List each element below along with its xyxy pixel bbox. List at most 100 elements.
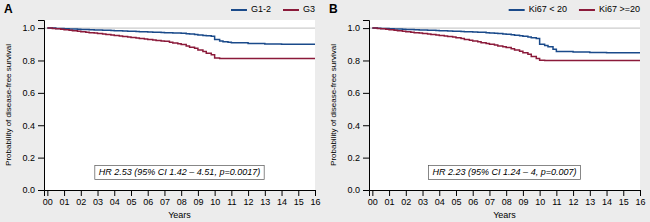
- y-axis-tick-mark: [38, 28, 44, 29]
- legend-item: G3: [283, 4, 315, 14]
- y-axis-tick-mark: [363, 28, 369, 29]
- y-axis-tick: 0.0: [347, 185, 369, 195]
- x-axis-tick-label: 06: [468, 197, 478, 207]
- x-axis-tick-label: 02: [76, 197, 86, 207]
- x-axis-tick-mark: [64, 190, 65, 196]
- y-axis-tick: 1.0: [347, 23, 369, 33]
- y-axis-tick-label: 1.0: [347, 23, 360, 33]
- x-axis-tick: 14: [602, 190, 612, 207]
- x-axis-tick-mark: [372, 190, 373, 196]
- x-axis-tick: 09: [193, 190, 203, 207]
- annotation-box: [95, 165, 264, 179]
- x-axis-tick-mark: [423, 190, 424, 196]
- panel-label: B: [329, 2, 338, 16]
- annotation-text: HR 2.23 (95% CI 1.24 – 4, p=0.007): [433, 167, 577, 177]
- y-axis-tick-label: 0.4: [347, 121, 360, 131]
- x-axis-tick-mark: [607, 190, 608, 196]
- figure: 00 01 02 03 04 05 06 07 08 09 10 11 12 13 14 15 16 0.0 0.2…: [0, 0, 650, 222]
- x-axis-tick-mark: [231, 190, 232, 196]
- x-axis-tick-mark: [131, 190, 132, 196]
- x-axis-tick-mark: [489, 190, 490, 196]
- x-axis-tick-label: 13: [585, 197, 595, 207]
- x-axis-tick-mark: [556, 190, 557, 196]
- x-axis-line: [370, 191, 641, 197]
- y-axis-title: Probability of disease-free survival: [329, 44, 338, 166]
- x-axis-tick: 03: [93, 190, 103, 207]
- x-axis-tick-mark: [215, 190, 216, 196]
- x-axis-tick-label: 09: [193, 197, 203, 207]
- y-axis-tick: 0.8: [347, 56, 369, 66]
- y-axis-tick-label: 0.8: [347, 56, 360, 66]
- x-axis-tick-label: 00: [368, 197, 378, 207]
- x-axis-tick: 06: [143, 190, 153, 207]
- x-axis-tick: 15: [294, 190, 304, 207]
- x-axis-tick-label: 10: [535, 197, 545, 207]
- x-axis-tick-mark: [47, 190, 48, 196]
- x-axis-tick-label: 01: [385, 197, 395, 207]
- x-axis-title: Years: [168, 210, 191, 220]
- survival-curve: [47, 28, 315, 58]
- y-axis-tick-mark: [38, 60, 44, 61]
- legend-label: G1-2: [251, 4, 271, 14]
- y-axis-tick: 0.6: [347, 88, 369, 98]
- x-axis-tick: 05: [126, 190, 136, 207]
- y-axis-tick: 0.4: [347, 121, 369, 131]
- legend: Ki67 < 20 Ki67 >=20: [509, 4, 640, 14]
- y-axis-tick-mark: [38, 93, 44, 94]
- x-axis-tick-mark: [439, 190, 440, 196]
- x-axis-tick: 11: [227, 190, 236, 207]
- y-axis-tick-mark: [363, 190, 369, 191]
- x-axis-tick-label: 04: [435, 197, 445, 207]
- x-axis-tick-mark: [315, 190, 316, 196]
- x-axis-tick: 14: [277, 190, 287, 207]
- x-axis-tick-mark: [573, 190, 574, 196]
- y-axis-tick-label: 0.2: [22, 153, 35, 163]
- y-axis: 0.00.20.40.60.81.0: [22, 21, 44, 196]
- x-axis-tick-label: 07: [485, 197, 495, 207]
- y-axis-line: [363, 21, 370, 191]
- y-axis-tick-label: 0.2: [347, 153, 360, 163]
- marks: [369, 28, 640, 60]
- marks: [44, 28, 315, 58]
- y-axis-tick-label: 0.6: [347, 88, 360, 98]
- panel: 00010203040506070809101112131415160.00.2…: [329, 2, 646, 220]
- x-axis-tick: 01: [60, 190, 70, 207]
- x-axis-tick-label: 08: [177, 197, 187, 207]
- x-axis-tick: 02: [401, 190, 411, 207]
- x-axis: 0001020304050607080910111213141516: [368, 190, 646, 207]
- x-axis-tick: 12: [569, 190, 579, 207]
- y-axis-tick-mark: [363, 158, 369, 159]
- legend-swatch: [509, 9, 525, 11]
- x-axis-tick-label: 05: [126, 197, 136, 207]
- y-axis-title: Probability of disease-free survival: [4, 44, 13, 166]
- y-axis-tick: 0.8: [22, 56, 44, 66]
- x-axis-tick-label: 08: [502, 197, 512, 207]
- plot: 00010203040506070809101112131415160.00.2…: [22, 20, 320, 220]
- x-axis-tick: 15: [619, 190, 629, 207]
- x-axis-tick-label: 11: [227, 197, 236, 207]
- y-axis-tick: 0.4: [22, 121, 44, 131]
- x-axis-tick-mark: [148, 190, 149, 196]
- x-axis-tick-label: 15: [619, 197, 629, 207]
- x-axis-tick-label: 12: [569, 197, 579, 207]
- x-axis-tick: 00: [43, 190, 53, 207]
- legend-label: Ki67 < 20: [529, 4, 567, 14]
- y-axis-tick: 0.0: [22, 185, 44, 195]
- x-axis-tick: 08: [177, 190, 187, 207]
- x-axis-tick-label: 16: [635, 197, 645, 207]
- x-axis-tick-label: 13: [260, 197, 270, 207]
- legend-label: G3: [303, 4, 315, 14]
- x-axis-tick-mark: [506, 190, 507, 196]
- y-axis-tick-label: 0.8: [22, 56, 35, 66]
- legend-item: Ki67 >=20: [579, 4, 640, 14]
- x-axis-tick: 01: [385, 190, 395, 207]
- legend-item: Ki67 < 20: [509, 4, 567, 14]
- x-axis-tick: 05: [451, 190, 461, 207]
- x-axis-tick: 13: [260, 190, 270, 207]
- x-axis-tick: 11: [552, 190, 561, 207]
- plot-background: [369, 20, 640, 190]
- plot-background: [44, 20, 315, 190]
- y-axis-tick-mark: [363, 93, 369, 94]
- reference-line: [369, 28, 640, 29]
- y-axis-tick-mark: [363, 125, 369, 126]
